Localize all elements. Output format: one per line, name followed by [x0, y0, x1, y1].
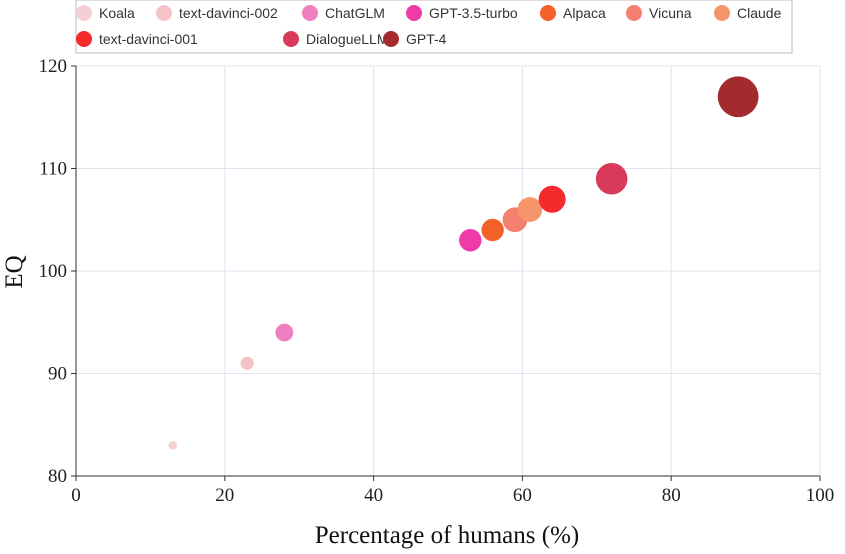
legend: Koala text-davinci-002 ChatGLM GPT-3.5-turb…: [76, 5, 782, 47]
legend-label: Koala: [99, 5, 135, 21]
legend-marker: [283, 31, 299, 47]
y-tick-label: 120: [39, 56, 68, 77]
x-tick-label: 100: [806, 485, 835, 506]
data-point: [275, 323, 294, 342]
legend-marker: [714, 5, 730, 21]
data-points: [168, 76, 759, 450]
legend-label: Alpaca: [563, 5, 606, 21]
legend-label: Claude: [737, 5, 782, 21]
data-point: [538, 185, 566, 213]
legend-marker: [76, 5, 92, 21]
data-point: [168, 440, 178, 450]
legend-label: Vicuna: [649, 5, 692, 21]
data-point: [517, 197, 543, 222]
x-tick-label: 40: [364, 485, 383, 506]
x-tick-label: 0: [71, 485, 81, 506]
legend-label: text-davinci-001: [99, 31, 198, 47]
legend-marker: [626, 5, 642, 21]
legend-marker: [383, 31, 399, 47]
data-point: [459, 229, 482, 252]
y-tick-label: 80: [48, 466, 67, 487]
x-tick-label: 20: [215, 485, 234, 506]
y-tick-label: 110: [39, 159, 67, 180]
x-axis-title: Percentage of humans (%): [315, 522, 579, 549]
data-point: [240, 356, 254, 370]
x-tick-label: 80: [662, 485, 681, 506]
legend-label: ChatGLM: [325, 5, 385, 21]
legend-marker: [156, 5, 172, 21]
grid: [76, 65, 821, 476]
legend-marker: [76, 31, 92, 47]
legend-box: [75, 0, 793, 54]
data-point: [595, 162, 628, 195]
legend-marker: [540, 5, 556, 21]
legend-label: GPT-3.5-turbo: [429, 5, 518, 21]
axes: 0 20 40 60 80 100 80 90 100 110 120: [39, 56, 835, 506]
legend-label: text-davinci-002: [179, 5, 278, 21]
legend-marker: [406, 5, 422, 21]
y-tick-label: 100: [39, 261, 68, 282]
data-point: [717, 76, 759, 118]
legend-label: DialogueLLM: [306, 31, 389, 47]
y-tick-label: 90: [48, 364, 67, 385]
legend-marker: [302, 5, 318, 21]
legend-label: GPT-4: [406, 31, 447, 47]
y-axis-title: EQ: [1, 255, 28, 288]
data-point: [481, 218, 504, 242]
x-tick-label: 60: [513, 485, 532, 506]
